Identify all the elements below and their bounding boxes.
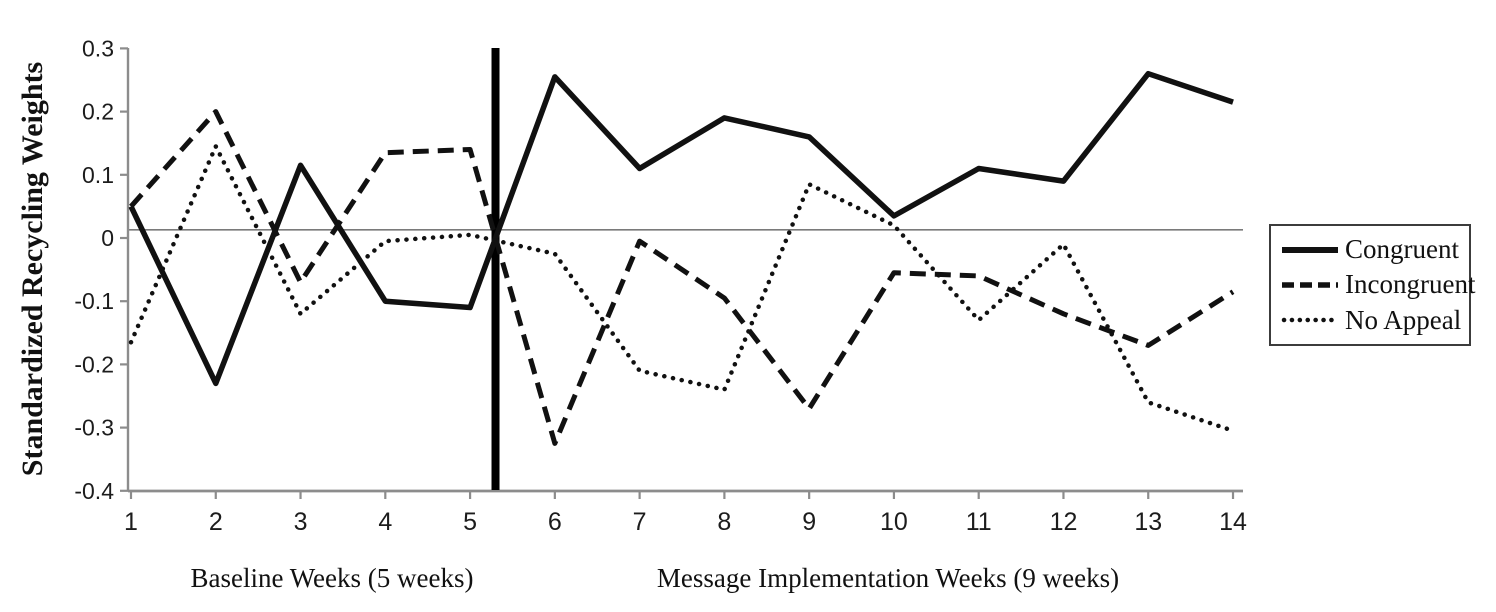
legend-item-no-appeal: No Appeal <box>1281 305 1465 336</box>
y-axis-tick-label: 0.1 <box>82 162 114 188</box>
x-axis-tick-label: 10 <box>880 508 908 536</box>
dotted-line-sample-icon <box>1281 318 1339 323</box>
series-line-congruent <box>128 70 1234 387</box>
x-axis-tick-label: 6 <box>548 508 562 536</box>
x-axis-tick-label: 3 <box>294 508 308 536</box>
y-axis-tick-label: -0.1 <box>74 288 114 314</box>
dashed-line-sample-icon <box>1282 282 1338 288</box>
solid-line-sample-icon <box>1282 246 1338 253</box>
x-axis-tick-label: 2 <box>209 508 223 536</box>
x-section-label-implementation: Message Implementation Weeks (9 weeks) <box>657 563 1119 593</box>
x-axis-tick-label: 1 <box>124 508 138 536</box>
legend-label-incongruent: Incongruent <box>1345 269 1476 300</box>
y-axis-tick-label: -0.2 <box>74 351 114 377</box>
legend-label-congruent: Congruent <box>1345 234 1459 265</box>
y-axis-tick-label: 0 <box>101 225 114 251</box>
x-axis-tick-label: 11 <box>966 508 992 536</box>
legend-label-no-appeal: No Appeal <box>1345 304 1462 335</box>
x-axis-tick-label: 12 <box>1050 508 1078 536</box>
y-axis-title: Standardized Recycling Weights <box>16 62 49 476</box>
x-axis-tick-label: 5 <box>463 508 477 536</box>
series-line-incongruent <box>129 109 1235 446</box>
y-axis-tick-label: -0.4 <box>74 478 114 504</box>
y-axis-tick-label: 0.2 <box>82 99 114 125</box>
x-axis-tick-label: 14 <box>1219 508 1247 536</box>
x-axis-tick-label: 13 <box>1134 508 1162 536</box>
plot-area: 0.30.20.10-0.1-0.2-0.3-0.41 2 3 4 5 6 7 8 9 10 11 1… <box>74 35 1247 536</box>
legend-item-congruent: Congruent <box>1281 234 1465 265</box>
legend-item-incongruent: Incongruent <box>1281 269 1475 300</box>
x-axis-tick-label: 9 <box>802 508 816 536</box>
x-axis-tick-label: 4 <box>378 508 392 536</box>
x-section-label-baseline: Baseline Weeks (5 weeks) <box>191 563 474 593</box>
x-axis-tick-label: 8 <box>717 508 731 536</box>
series-line-no-appeal <box>128 144 1236 434</box>
legend: Congruent Incongruent No Appeal <box>1269 224 1475 346</box>
x-axis-tick-label: 7 <box>633 508 647 536</box>
y-axis-tick-label: -0.3 <box>74 415 114 441</box>
y-axis-tick-label: 0.3 <box>82 35 114 61</box>
